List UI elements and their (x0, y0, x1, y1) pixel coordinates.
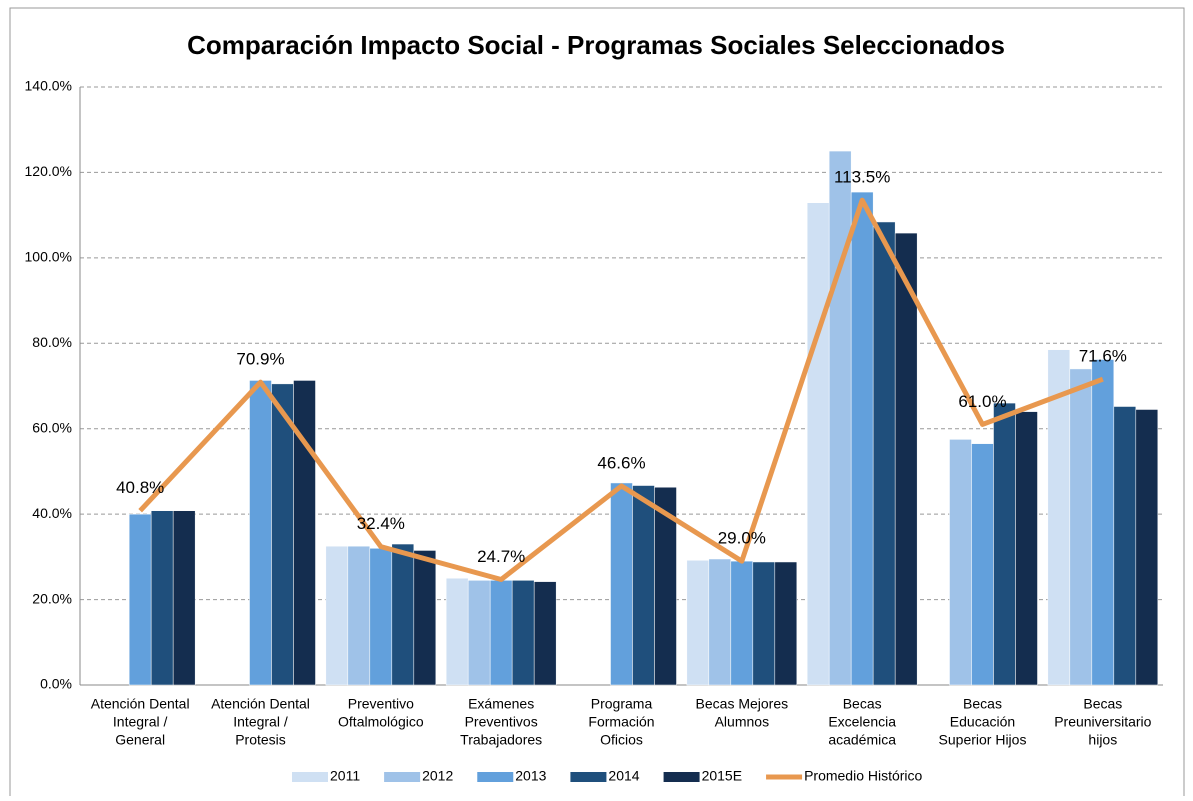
x-tick-label: Protesis (235, 732, 286, 748)
data-label: 70.9% (236, 350, 284, 369)
legend-label: 2014 (608, 768, 639, 784)
x-tick-label: Preuniversitario (1054, 714, 1151, 730)
legend-swatch (384, 772, 421, 782)
bar (654, 486, 677, 686)
bar (993, 402, 1016, 686)
bar (774, 561, 798, 686)
bar (150, 510, 174, 686)
bar (949, 439, 972, 686)
chart-title: Comparación Impacto Social - Programas S… (187, 30, 1005, 60)
y-tick-label: 60.0% (32, 419, 72, 435)
x-tick-label: Preventivos (465, 714, 538, 730)
bar (128, 513, 152, 686)
data-label: 24.7% (477, 547, 525, 566)
bar (533, 581, 557, 686)
x-tick-label: Excelencia (828, 714, 896, 730)
x-tick-label: Integral / (233, 714, 288, 730)
x-tick-label: Preventivo (348, 696, 414, 712)
y-tick-label: 80.0% (32, 334, 72, 350)
x-tick-label: Atención Dental (91, 696, 190, 712)
bar (391, 543, 415, 686)
bar (708, 558, 732, 686)
x-tick-label: Becas (963, 696, 1002, 712)
bar (1091, 359, 1115, 686)
data-label: 32.4% (357, 514, 405, 533)
x-tick-label: Oftalmológico (338, 714, 424, 730)
y-tick-label: 140.0% (25, 78, 72, 94)
bar (467, 580, 491, 686)
legend-swatch (292, 772, 328, 782)
x-tick-label: Superior Hijos (939, 732, 1027, 748)
bar (806, 202, 830, 686)
bar (369, 548, 393, 686)
x-tick-label: hijos (1088, 732, 1117, 748)
bar (511, 580, 535, 686)
bar (293, 380, 316, 686)
bar (686, 560, 710, 686)
legend-label: 2015E (702, 768, 742, 784)
x-tick-label: Oficios (600, 732, 643, 748)
legend-swatch (570, 772, 607, 782)
x-tick-label: General (115, 732, 165, 748)
bar (971, 443, 994, 686)
data-label: 71.6% (1079, 347, 1127, 366)
bar (828, 150, 852, 686)
x-tick-label: académica (828, 732, 896, 748)
bar (271, 383, 294, 686)
bar (347, 545, 371, 686)
bar (850, 191, 874, 686)
bar (894, 232, 918, 686)
bar (752, 561, 776, 686)
data-label: 61.0% (958, 392, 1006, 411)
bar (1135, 409, 1159, 686)
x-tick-label: Formación (588, 714, 654, 730)
legend-label: Promedio Histórico (804, 768, 922, 784)
x-tick-label: Educación (950, 714, 1015, 730)
data-label: 29.0% (718, 529, 766, 548)
y-tick-label: 100.0% (25, 249, 72, 265)
x-tick-label: Programa (591, 696, 653, 712)
x-tick-label: Becas (1083, 696, 1122, 712)
x-tick-label: Integral / (113, 714, 168, 730)
x-tick-label: Exámenes (468, 696, 534, 712)
y-tick-label: 40.0% (32, 505, 72, 521)
legend-swatch (477, 772, 514, 782)
bar (632, 485, 655, 686)
bar (1015, 411, 1038, 686)
legend-label: 2013 (515, 768, 546, 784)
x-tick-label: Becas (843, 696, 882, 712)
bar (1113, 406, 1137, 686)
bar (325, 545, 349, 686)
data-label: 40.8% (116, 478, 164, 497)
bar (445, 577, 469, 686)
x-tick-label: Becas Mejores (696, 696, 789, 712)
data-label: 46.6% (597, 453, 645, 472)
bar (249, 380, 272, 686)
bar (1069, 368, 1093, 686)
bar (413, 550, 437, 686)
y-tick-label: 20.0% (32, 590, 72, 606)
legend-label: 2011 (330, 768, 360, 784)
legend-label: 2012 (422, 768, 453, 784)
bar (172, 510, 196, 686)
bar (610, 482, 633, 686)
x-tick-label: Alumnos (715, 714, 769, 730)
bar (730, 560, 754, 686)
bar (872, 221, 896, 686)
x-tick-label: Trabajadores (460, 732, 542, 748)
x-tick-label: Atención Dental (211, 696, 310, 712)
data-label: 113.5% (834, 168, 890, 187)
y-tick-label: 120.0% (25, 163, 72, 179)
y-tick-label: 0.0% (40, 676, 72, 692)
line-series (138, 197, 1104, 582)
legend-swatch (663, 772, 700, 782)
bar (489, 580, 513, 686)
